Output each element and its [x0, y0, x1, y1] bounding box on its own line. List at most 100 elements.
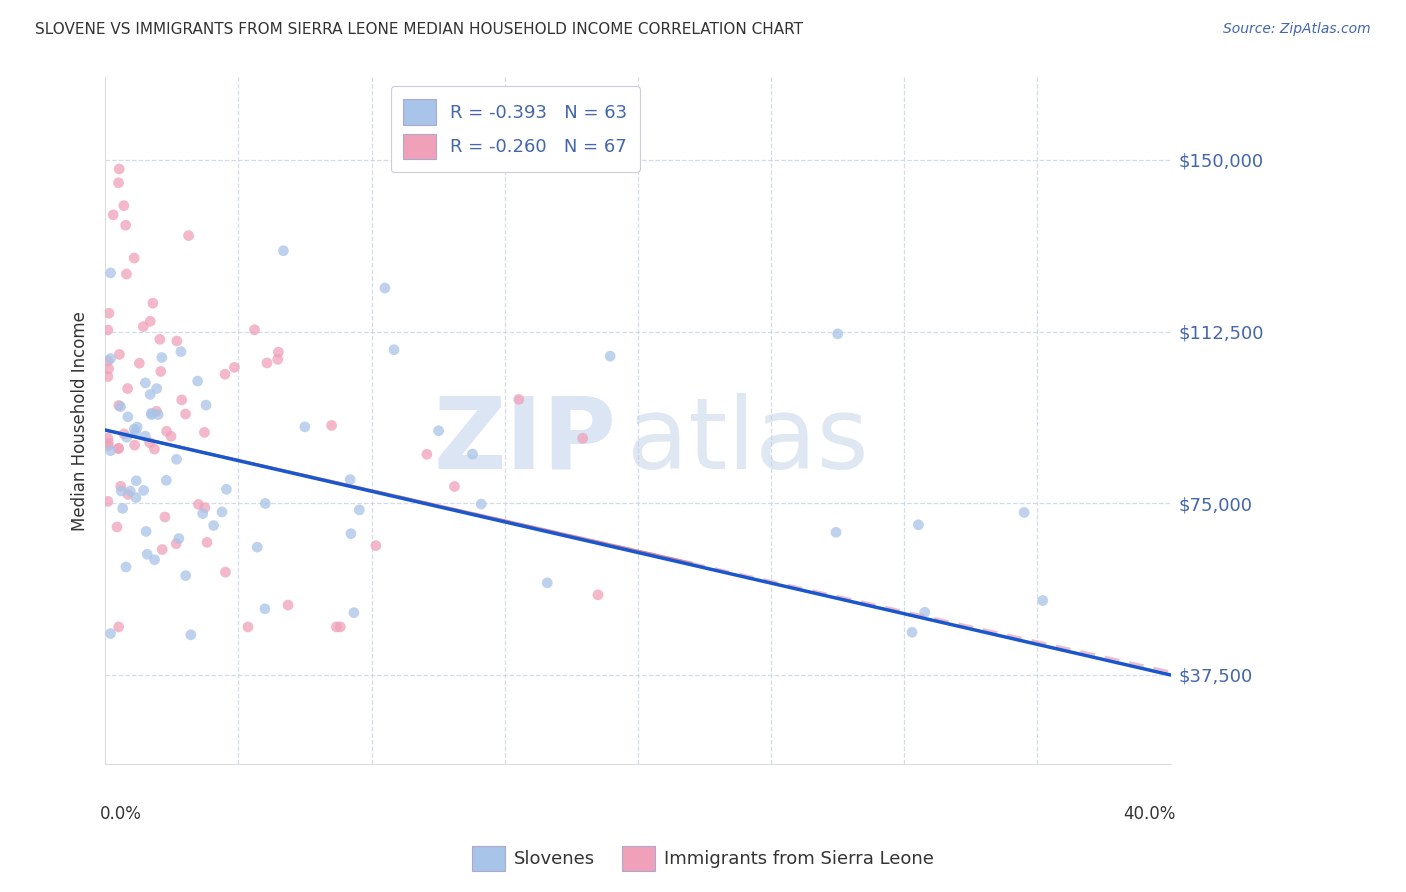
Point: [273, 244, 295, 258]
Point: [236, 620, 259, 634]
Point: [115, 560, 138, 574]
Text: 0.0%: 0.0%: [100, 805, 142, 823]
Point: [134, 376, 156, 390]
Point: [107, 620, 129, 634]
Point: [124, 425, 146, 439]
Point: [174, 407, 197, 421]
Text: 40.0%: 40.0%: [1123, 805, 1175, 823]
Point: [103, 208, 125, 222]
Point: [100, 351, 122, 366]
Point: [97, 431, 120, 445]
Point: [211, 505, 233, 519]
Point: [215, 483, 238, 497]
Point: [112, 199, 135, 213]
Point: [117, 382, 139, 396]
Point: [253, 601, 276, 615]
Point: [122, 251, 145, 265]
Point: [325, 620, 347, 634]
Text: Source: ZipAtlas.com: Source: ZipAtlas.com: [1223, 22, 1371, 37]
Point: [115, 430, 138, 444]
Point: [177, 228, 200, 243]
Point: [166, 452, 188, 467]
Point: [128, 356, 150, 370]
Text: SLOVENE VS IMMIGRANTS FROM SIERRA LEONE MEDIAN HOUSEHOLD INCOME CORRELATION CHAR: SLOVENE VS IMMIGRANTS FROM SIERRA LEONE …: [35, 22, 803, 37]
Point: [187, 497, 209, 511]
Point: [127, 420, 149, 434]
Point: [115, 267, 138, 281]
Point: [321, 418, 343, 433]
Point: [536, 575, 558, 590]
Point: [571, 431, 593, 445]
Point: [100, 626, 122, 640]
Point: [132, 483, 155, 498]
Point: [339, 473, 361, 487]
Point: [146, 408, 169, 422]
Point: [194, 500, 217, 515]
Point: [125, 474, 148, 488]
Point: [195, 398, 218, 412]
Point: [256, 356, 278, 370]
Point: [191, 507, 214, 521]
Point: [907, 517, 929, 532]
Point: [294, 420, 316, 434]
Point: [901, 625, 924, 640]
Point: [110, 483, 132, 498]
Point: [125, 491, 148, 505]
Point: [416, 447, 439, 461]
Point: [170, 392, 193, 407]
Point: [122, 422, 145, 436]
Point: [914, 605, 936, 619]
Point: [107, 442, 129, 456]
Point: [374, 281, 396, 295]
Point: [142, 296, 165, 310]
Point: [827, 326, 849, 341]
Point: [141, 408, 163, 422]
Point: [97, 323, 120, 337]
Point: [139, 387, 162, 401]
Point: [160, 429, 183, 443]
Point: [170, 344, 193, 359]
Point: [340, 526, 363, 541]
Point: [364, 539, 387, 553]
Point: [139, 314, 162, 328]
Y-axis label: Median Household Income: Median Household Income: [72, 311, 89, 531]
Point: [586, 588, 609, 602]
Point: [100, 443, 122, 458]
Point: [150, 542, 173, 557]
Point: [149, 332, 172, 346]
Point: [1032, 593, 1054, 607]
Legend: R = -0.393   N = 63, R = -0.260   N = 67: R = -0.393 N = 63, R = -0.260 N = 67: [391, 87, 640, 172]
Point: [202, 518, 225, 533]
Point: [117, 409, 139, 424]
Point: [143, 442, 166, 456]
Point: [141, 406, 163, 420]
Legend: Slovenes, Immigrants from Sierra Leone: Slovenes, Immigrants from Sierra Leone: [465, 838, 941, 879]
Point: [112, 426, 135, 441]
Point: [145, 382, 167, 396]
Point: [107, 442, 129, 456]
Point: [114, 218, 136, 232]
Point: [108, 347, 131, 361]
Text: atlas: atlas: [627, 393, 869, 490]
Point: [97, 369, 120, 384]
Point: [108, 161, 131, 176]
Point: [108, 399, 131, 413]
Point: [97, 361, 120, 376]
Point: [155, 473, 177, 487]
Point: [266, 352, 288, 367]
Point: [132, 319, 155, 334]
Point: [825, 525, 848, 540]
Point: [145, 404, 167, 418]
Point: [98, 306, 121, 320]
Point: [243, 323, 266, 337]
Point: [165, 537, 187, 551]
Point: [135, 524, 157, 539]
Point: [111, 501, 134, 516]
Point: [155, 425, 177, 439]
Point: [120, 484, 142, 499]
Point: [382, 343, 405, 357]
Point: [1012, 505, 1035, 519]
Point: [134, 429, 156, 443]
Point: [254, 496, 277, 510]
Point: [195, 535, 218, 549]
